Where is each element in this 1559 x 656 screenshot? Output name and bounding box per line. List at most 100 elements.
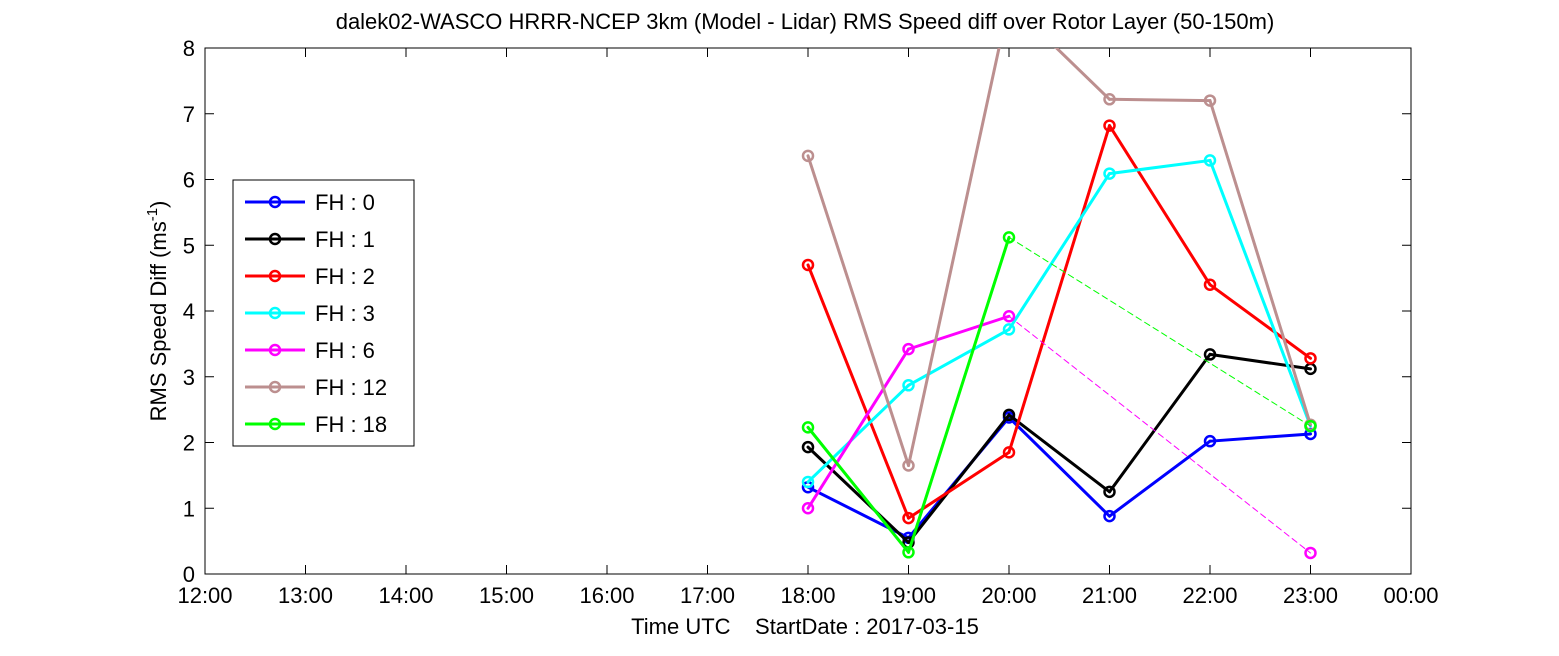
data-point <box>1002 446 1016 459</box>
y-tick-label: 6 <box>183 168 195 193</box>
x-tick-label: 22:00 <box>1182 583 1237 608</box>
data-point <box>1002 408 1016 422</box>
data-point <box>902 459 915 472</box>
x-tick-label: 00:00 <box>1383 583 1438 608</box>
series-6 <box>801 231 1317 559</box>
y-tick-label: 8 <box>183 36 195 61</box>
series-segment <box>907 235 1011 554</box>
y-axis-label-main: RMS Speed Diff (ms <box>146 221 171 421</box>
series-segment <box>907 327 1011 387</box>
legend-marker <box>268 380 282 394</box>
series-5 <box>801 0 1317 472</box>
y-tick-label: 3 <box>183 365 195 390</box>
legend-marker <box>268 417 282 431</box>
y-axis-label-sup: -1 <box>144 208 161 221</box>
series-segment <box>1108 124 1212 287</box>
series-segment <box>806 383 910 484</box>
series-segment <box>1208 99 1312 427</box>
data-point <box>1103 119 1116 132</box>
y-tick-label: 7 <box>183 102 195 127</box>
legend-marker <box>268 306 282 320</box>
y-tick-label: 1 <box>183 496 195 521</box>
series-segment <box>1108 97 1212 103</box>
legend: FH : 0 FH : 1 FH : 2 FH : 3 FH : 6 FH : 12 FH … <box>232 179 415 447</box>
legend-label: FH : 0 <box>315 190 375 215</box>
data-point <box>1203 278 1217 291</box>
x-tick-label: 16:00 <box>579 583 634 608</box>
legend-label: FH : 6 <box>315 338 375 363</box>
x-tick-label: 23:00 <box>1283 583 1338 608</box>
x-tick-label: 15:00 <box>479 583 534 608</box>
data-point <box>1002 323 1016 336</box>
x-tick-label: 21:00 <box>1082 583 1137 608</box>
data-point <box>1304 546 1317 560</box>
legend-label: FH : 12 <box>315 375 387 400</box>
x-tick-label: 17:00 <box>680 583 735 608</box>
data-point <box>801 475 815 489</box>
data-point <box>1002 231 1016 244</box>
chart-title: dalek02-WASCO HRRR-NCEP 3km (Model - Lid… <box>336 9 1275 34</box>
x-tick-label: 20:00 <box>981 583 1036 608</box>
legend-marker <box>268 269 282 283</box>
x-tick-label: 14:00 <box>378 583 433 608</box>
data-point <box>801 502 815 515</box>
series-segment <box>907 413 1011 544</box>
series-segment <box>1007 124 1111 454</box>
series-segment <box>1008 236 1311 427</box>
data-point <box>902 511 915 525</box>
data-point <box>1103 93 1116 106</box>
series-4 <box>801 310 1317 560</box>
series-segment <box>806 263 910 520</box>
series-3 <box>801 154 1317 489</box>
x-tick-label: 12:00 <box>177 583 232 608</box>
data-point <box>1203 434 1217 448</box>
data-point <box>801 149 815 163</box>
data-point <box>801 258 815 272</box>
x-axis-label: Time UTC StartDate : 2017-03-15 <box>631 614 979 639</box>
y-tick-label: 4 <box>183 299 195 324</box>
data-point <box>1304 352 1317 365</box>
series-segment <box>1108 439 1212 518</box>
data-point <box>902 342 915 356</box>
data-point <box>1203 94 1217 107</box>
series-segment <box>806 445 910 544</box>
series-segment <box>806 154 910 468</box>
series-segment <box>1054 48 1111 101</box>
series-segment <box>1108 158 1212 176</box>
data-point <box>902 546 915 559</box>
legend-marker <box>268 343 282 357</box>
data-point <box>1103 485 1116 499</box>
series-segment <box>907 450 1011 520</box>
data-point <box>1203 154 1217 167</box>
series-segment <box>1007 416 1111 518</box>
series-segment <box>1208 352 1312 371</box>
series-segment <box>1208 158 1312 428</box>
series-segment <box>1007 172 1111 331</box>
legend-label: FH : 2 <box>315 264 375 289</box>
legend-marker <box>268 195 282 209</box>
data-point <box>801 440 815 454</box>
x-tick-label: 18:00 <box>780 583 835 608</box>
series-segment <box>907 314 1011 351</box>
data-point <box>1004 0 1014 7</box>
axes: 12:00 13:00 14:00 15:00 16:00 17:00 18:00 19:00… <box>177 36 1438 608</box>
series-segment <box>1007 413 1111 494</box>
series-segment <box>1008 315 1311 554</box>
y-tick-label: 0 <box>183 562 195 587</box>
series-segment <box>1208 283 1312 360</box>
y-tick-label: 2 <box>183 431 195 456</box>
series-segment <box>806 425 910 554</box>
series-segment <box>806 347 910 510</box>
y-axis-label: RMS Speed Diff (ms-1) <box>144 201 171 422</box>
legend-label: FH : 3 <box>315 301 375 326</box>
series-layer <box>801 0 1317 560</box>
legend-label: FH : 1 <box>315 227 375 252</box>
series-1 <box>801 348 1317 549</box>
legend-marker <box>268 232 282 246</box>
y-tick-label: 5 <box>183 233 195 258</box>
data-point <box>801 421 815 434</box>
y-axis-label-close: ) <box>146 201 171 208</box>
data-point <box>1103 167 1116 180</box>
series-segment <box>907 48 1001 468</box>
